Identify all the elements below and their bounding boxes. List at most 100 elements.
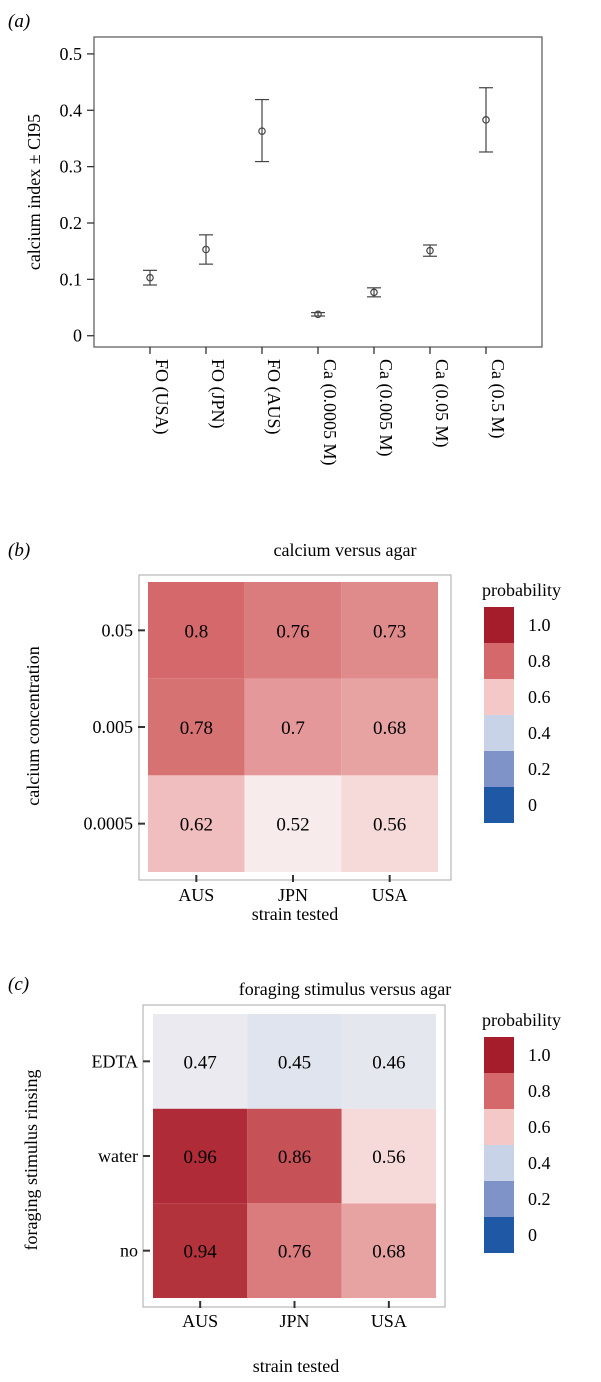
cell-value-label-b: 0.68 (373, 718, 406, 739)
cell-value-label-c: 0.47 (184, 1052, 217, 1073)
cell-value-label-c: 0.46 (372, 1052, 405, 1073)
y-tick-label-c: EDTA (91, 1051, 138, 1071)
heatmap-cell-c (247, 1108, 342, 1204)
heatmap-cell-b (148, 775, 245, 872)
heatmap-cell-b (244, 678, 342, 776)
legend-label-c: 0.8 (528, 1081, 551, 1101)
legend-title-b: probability (482, 580, 561, 600)
heatmap-cell-b (148, 582, 245, 679)
legend-label-c: 0.2 (528, 1189, 551, 1209)
legend-label-c: 0.6 (528, 1117, 551, 1137)
data-point-a (426, 246, 434, 255)
heatmap-cell-c (341, 1108, 436, 1204)
legend-b: probability 1.0 0.8 0.6 0.4 0.2 0 (482, 580, 561, 823)
axis-ticks-c: no water EDTA AUS JPN USA (91, 1051, 406, 1331)
x-tick-label-a: Ca (0.0005 M) (319, 359, 340, 466)
heatmap-cell-c (341, 1014, 436, 1109)
legend-swatch-c (484, 1145, 514, 1181)
legend-swatch-b (484, 679, 514, 715)
heatmap-cell-c (153, 1108, 248, 1204)
y-tick-label-c: no (120, 1241, 138, 1261)
x-tick-label-a: FO (JPN) (207, 359, 228, 429)
data-point-a (370, 288, 378, 297)
y-tick-label-b: 0.0005 (84, 814, 134, 834)
legend-label-c: 0.4 (528, 1153, 551, 1173)
legend-swatch-b (484, 643, 514, 679)
heatmap-cell-c (247, 1203, 342, 1298)
heatmap-cell-b (341, 775, 438, 872)
y-tick-label-a: 0.4 (60, 100, 83, 120)
cell-value-label-c: 0.96 (184, 1147, 217, 1168)
panel-a: (a) calcium index ± CI95 0 0.1 0.2 0.3 0.4 0.… (8, 11, 543, 466)
legend-title-c: probability (482, 1010, 561, 1030)
heatmap-cells-b: 0.62 0.52 0.56 0.78 0.7 0.68 0.8 0.76 0.73 (148, 582, 438, 872)
heatmap-cell-c (341, 1203, 436, 1298)
x-tick-label-a: FO (USA) (151, 359, 172, 435)
legend-label-c: 0 (528, 1225, 537, 1245)
x-axis-ticks-a: FO (USA) FO (JPN) FO (AUS) Ca (0.0005 M) Ca … (149, 347, 508, 466)
legend-swatch-c (484, 1217, 514, 1253)
data-point-a (146, 273, 154, 282)
cell-value-label-c: 0.76 (278, 1242, 311, 1263)
y-axis-ticks-a: 0 0.1 0.2 0.3 0.4 0.5 (60, 44, 94, 346)
x-axis-label-b: strain tested (252, 904, 338, 924)
y-axis-label-b: calcium concentration (23, 646, 43, 805)
legend-label-b: 0.6 (528, 687, 551, 707)
heatmap-cell-b (341, 678, 438, 776)
data-points-a (143, 87, 493, 319)
cell-value-label-c: 0.68 (372, 1242, 405, 1263)
cell-value-label-b: 0.52 (276, 815, 309, 836)
cell-value-label-b: 0.73 (373, 621, 406, 642)
heatmap-cell-b (244, 775, 342, 872)
x-tick-label-a: Ca (0.05 M) (431, 359, 452, 448)
data-point-a (258, 127, 266, 135)
y-tick-label-c: water (98, 1146, 138, 1166)
heatmap-cell-b (148, 678, 245, 776)
x-tick-label-a: FO (AUS) (263, 359, 284, 435)
x-tick-label-c: USA (371, 1311, 407, 1331)
x-tick-label-b: JPN (278, 885, 308, 905)
legend-label-b: 0.2 (528, 759, 551, 779)
y-tick-label-a: 0.2 (60, 213, 83, 233)
legend-label-b: 0.4 (528, 723, 551, 743)
legend-swatch-b (484, 715, 514, 751)
heatmap-cell-b (341, 582, 438, 679)
x-tick-label-c: AUS (182, 1311, 218, 1331)
data-point-a (314, 310, 322, 319)
heatmap-cell-c (247, 1014, 342, 1109)
x-tick-label-c: JPN (279, 1311, 309, 1331)
panel-c: (c) foraging stimulus versus agar foragi… (8, 974, 561, 1376)
y-tick-label-b: 0.05 (102, 620, 134, 640)
y-axis-label-a: calcium index ± CI95 (24, 114, 44, 270)
legend-swatch-c (484, 1073, 514, 1109)
legend-swatch-c (484, 1109, 514, 1145)
legend-label-b: 1.0 (528, 615, 551, 635)
legend-label-b: 0 (528, 795, 537, 815)
heatmap-cells-c: 0.94 0.76 0.68 0.96 0.86 0.56 0.47 0.45 0.46 (153, 1014, 436, 1298)
cell-value-label-b: 0.7 (281, 718, 305, 739)
cell-value-label-c: 0.56 (372, 1147, 405, 1168)
plot-frame-a (93, 36, 543, 348)
cell-value-label-b: 0.78 (180, 718, 213, 739)
cell-value-label-b: 0.76 (276, 621, 309, 642)
heatmap-cell-c (153, 1203, 248, 1298)
y-axis-label-c: foraging stimulus rinsing (21, 1070, 41, 1251)
y-tick-label-a: 0 (73, 326, 82, 346)
data-point-a (482, 116, 490, 124)
legend-swatch-b (484, 751, 514, 787)
y-tick-label-a: 0.5 (60, 44, 83, 64)
x-tick-label-a: Ca (0.005 M) (375, 359, 396, 457)
legend-label-b: 0.8 (528, 651, 551, 671)
cell-value-label-b: 0.56 (373, 815, 406, 836)
legend-swatch-b (484, 787, 514, 823)
panel-label-c: (c) (8, 974, 29, 995)
legend-swatch-b (484, 607, 514, 643)
axis-ticks-b: 0.0005 0.005 0.05 AUS JPN USA (84, 620, 408, 905)
x-axis-label-c: strain tested (253, 1356, 339, 1376)
legend-swatch-c (484, 1181, 514, 1217)
x-tick-label-b: AUS (178, 885, 214, 905)
y-tick-label-a: 0.1 (60, 269, 83, 289)
x-tick-label-b: USA (372, 885, 408, 905)
cell-value-label-c: 0.86 (278, 1147, 311, 1168)
